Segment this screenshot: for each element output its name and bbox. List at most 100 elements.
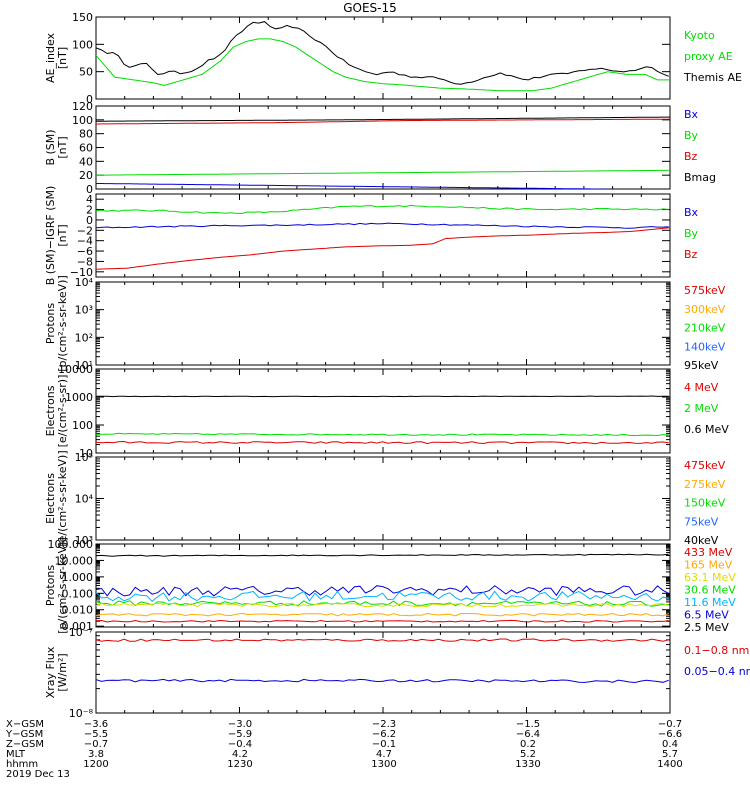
y-tick-label: 10⁻⁸ bbox=[69, 707, 94, 720]
series-bx bbox=[96, 222, 669, 229]
panel-frame bbox=[95, 368, 671, 454]
series-kyoto-proxy-ae bbox=[96, 38, 670, 92]
series-4-mev bbox=[96, 440, 669, 445]
series-433-mev bbox=[96, 619, 669, 623]
legend-entry: 475keV bbox=[684, 459, 726, 472]
series-30-6-mev bbox=[96, 600, 669, 607]
panel-protons1: 10¹ 10² 10³ 10⁴ Protons [p/(cm²-s-sr-keV)] 575… bbox=[44, 275, 726, 372]
y-tick-label: 4 bbox=[86, 193, 93, 206]
plot-title: GOES-15 bbox=[343, 1, 397, 15]
legend-entry: 210keV bbox=[684, 322, 726, 335]
legend-entry: 0.05−0.4 nm bbox=[684, 665, 750, 678]
y-tick-label: 120 bbox=[72, 100, 93, 113]
orbit-value: −2.3 bbox=[372, 719, 396, 730]
y-tick-label: 100 bbox=[72, 419, 93, 432]
orbit-value: 1330 bbox=[515, 759, 540, 770]
y-tick-label: 2 bbox=[86, 204, 93, 217]
legend-entry: 63.1 MeV bbox=[684, 571, 736, 584]
y-axis-label: Protons bbox=[44, 303, 57, 344]
orbit-row-label: X−GSM bbox=[6, 719, 44, 730]
legend-entry: 2 MeV bbox=[684, 402, 719, 415]
series-themis-ae bbox=[96, 21, 669, 85]
y-axis-unit: [nT] bbox=[56, 224, 69, 246]
orbit-value: 0.4 bbox=[662, 739, 678, 750]
series-by bbox=[96, 204, 669, 215]
series-0-6-mev bbox=[96, 395, 669, 398]
y-tick-label: 100.000 bbox=[48, 538, 94, 551]
orbit-row-label: hhmm bbox=[6, 759, 38, 770]
series-11-6-mev bbox=[96, 590, 669, 602]
y-tick-label: −8 bbox=[77, 255, 93, 268]
legend-entry: Bmag bbox=[684, 171, 716, 184]
orbit-value: −1.5 bbox=[516, 719, 540, 730]
legend-entry: 0.6 MeV bbox=[684, 423, 729, 436]
y-tick-label: 10.000 bbox=[55, 554, 94, 567]
panel-frame bbox=[95, 281, 671, 366]
orbit-value: −0.7 bbox=[84, 739, 108, 750]
legend-entry: By bbox=[684, 129, 699, 142]
legend-entry: Bz bbox=[684, 150, 698, 163]
orbit-value: −0.4 bbox=[228, 739, 252, 750]
y-tick-label: 50 bbox=[79, 66, 93, 79]
orbit-value: 4.2 bbox=[232, 749, 248, 760]
y-axis-label: AE_index bbox=[44, 32, 57, 83]
legend-entry: Bz bbox=[684, 248, 698, 261]
y-tick-label: 0.100 bbox=[62, 587, 94, 600]
y-tick-label: 1.000 bbox=[62, 571, 94, 584]
panel-electrons2: 10³ 10⁴ 10⁵ Electrons [e/(cm²-s-sr-keV)] 475k… bbox=[44, 450, 726, 547]
y-axis-label: Electrons bbox=[44, 473, 57, 524]
legend-entry: 0.1−0.8 nm bbox=[684, 644, 749, 657]
y-tick-label: 10¹ bbox=[75, 359, 93, 372]
legend-entry: 140keV bbox=[684, 340, 726, 353]
y-tick-label: 0.001 bbox=[62, 620, 94, 633]
panel-frame bbox=[95, 105, 671, 190]
orbit-row-label: Z−GSM bbox=[6, 739, 44, 750]
legend-entry: 575keV bbox=[684, 284, 726, 297]
legend-entry: Bx bbox=[684, 108, 699, 121]
y-axis-unit: [nT] bbox=[56, 136, 69, 158]
orbit-value: 1300 bbox=[371, 759, 396, 770]
y-tick-label: 40 bbox=[79, 155, 93, 168]
y-axis-label: B (SM) bbox=[44, 129, 57, 165]
orbit-value: 4.7 bbox=[376, 749, 392, 760]
legend-entry: 4 MeV bbox=[684, 381, 719, 394]
y-axis-label: Xray Flux bbox=[44, 646, 57, 698]
legend-entry: proxy AE bbox=[684, 50, 733, 63]
y-tick-label: 100 bbox=[72, 38, 93, 51]
y-tick-label: 0 bbox=[86, 214, 93, 227]
y-tick-label: 60 bbox=[79, 142, 93, 155]
y-tick-label: 10⁻⁷ bbox=[69, 626, 93, 639]
y-tick-label: 100 bbox=[72, 114, 93, 127]
panel-frame bbox=[95, 16, 671, 100]
orbit-value: −6.6 bbox=[658, 729, 682, 740]
panel-protons2: 0.001 0.010 0.100 1.000 10.000 100.000 Protons… bbox=[44, 537, 736, 634]
orbit-value: 3.8 bbox=[88, 749, 104, 760]
y-axis-unit: [p/(cm²-s-sr-keV)] bbox=[56, 275, 69, 372]
orbit-value: −6.4 bbox=[516, 729, 540, 740]
series-bmag bbox=[96, 116, 670, 122]
legend-entry: 11.6 MeV bbox=[684, 596, 736, 609]
orbit-value: −5.9 bbox=[228, 729, 252, 740]
y-axis-unit: [e/(cm²-s-sr-keV)] bbox=[56, 450, 69, 546]
y-axis-label: B (SM)−IGRF (SM) bbox=[44, 186, 57, 286]
panel-frame bbox=[95, 456, 671, 541]
orbit-value: −5.5 bbox=[84, 729, 108, 740]
y-tick-label: 0 bbox=[86, 93, 93, 106]
legend-entry: Kyoto bbox=[684, 29, 715, 42]
series-6-5-mev bbox=[96, 585, 670, 597]
orbit-value: −6.2 bbox=[372, 729, 396, 740]
legend-entry: 75keV bbox=[684, 515, 719, 528]
y-tick-label: 10⁵ bbox=[75, 451, 93, 464]
orbit-value: −0.1 bbox=[372, 739, 396, 750]
series-bx bbox=[96, 183, 614, 189]
y-tick-label: −6 bbox=[77, 245, 93, 258]
legend-entry: 30.6 MeV bbox=[684, 584, 736, 597]
legend-entry: Bx bbox=[684, 206, 699, 219]
y-axis-unit: [p/(cm²-s-sr-keV)] bbox=[56, 537, 69, 634]
orbit-value: 1200 bbox=[83, 759, 108, 770]
y-tick-label: 10000 bbox=[58, 363, 93, 376]
series-63-1-mev bbox=[96, 602, 669, 608]
